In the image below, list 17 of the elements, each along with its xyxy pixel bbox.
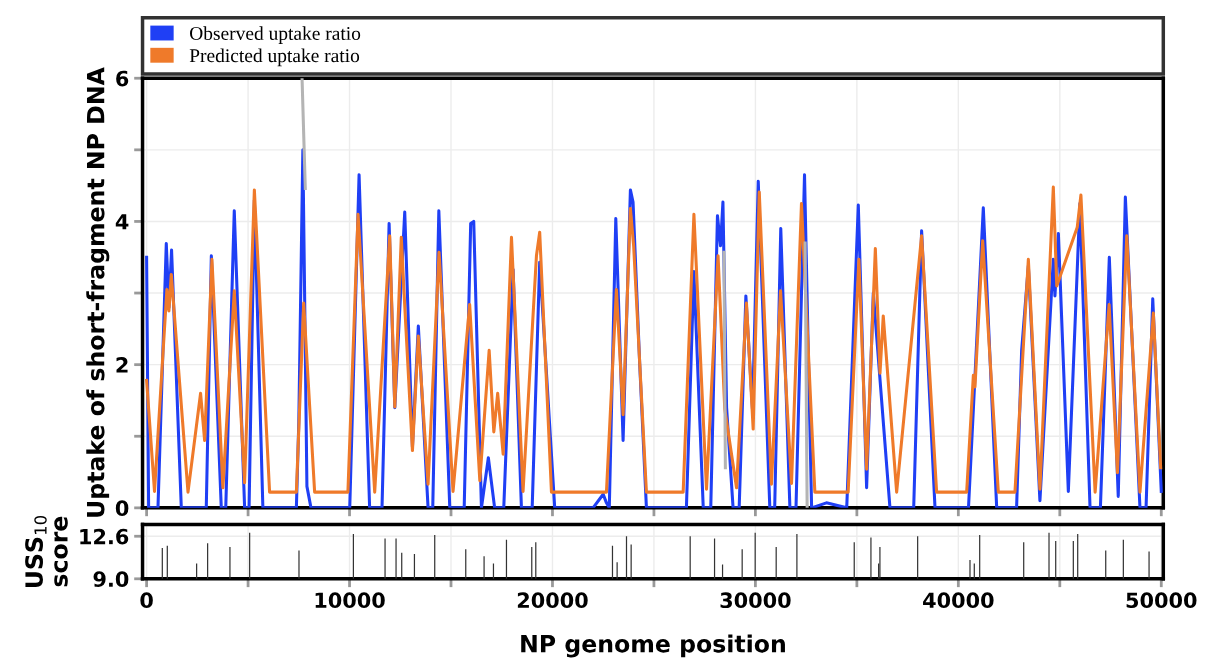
y-tick-label: 6 bbox=[116, 70, 129, 87]
legend-label: Predicted uptake ratio bbox=[189, 48, 360, 67]
legend-label: Observed uptake ratio bbox=[190, 26, 361, 44]
y-tick-label: 0 bbox=[115, 500, 129, 517]
y-axis-title: USS$_{10}$ score bbox=[25, 515, 68, 588]
y-tick-label: 12.6 bbox=[80, 528, 129, 545]
x-tick-label: 20000 bbox=[517, 592, 588, 609]
y-tick-label: 4 bbox=[115, 214, 129, 230]
x-tick-label: 0 bbox=[140, 592, 153, 609]
x-tick-label: 50000 bbox=[1126, 592, 1197, 609]
x-tick-label: 10000 bbox=[315, 592, 385, 609]
y-tick-label: 9.0 bbox=[93, 571, 129, 588]
y-tick-label: 2 bbox=[116, 357, 128, 373]
x-axis-title: NP genome position bbox=[521, 634, 785, 658]
y-axis-title: Uptake of short-fragment NP DNA bbox=[86, 67, 110, 517]
x-tick-label: 30000 bbox=[720, 592, 791, 609]
x-tick-label: 40000 bbox=[923, 592, 994, 609]
